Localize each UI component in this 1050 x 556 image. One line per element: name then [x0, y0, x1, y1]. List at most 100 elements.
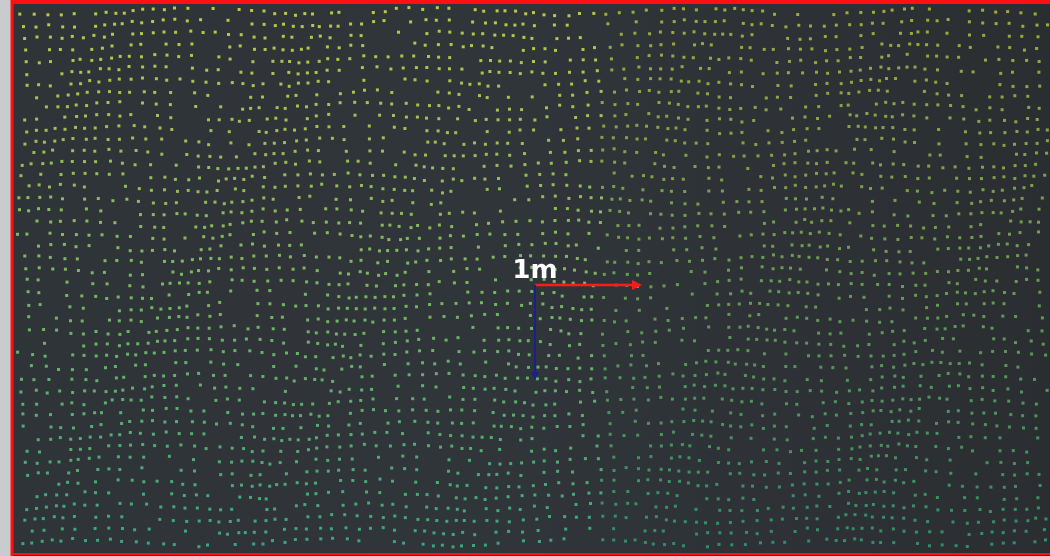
- point: [1003, 131, 1006, 134]
- point: [109, 538, 112, 541]
- point: [280, 439, 283, 442]
- point: [992, 375, 995, 378]
- point: [292, 403, 295, 406]
- point: [475, 223, 478, 226]
- point: [143, 90, 146, 93]
- point: [152, 213, 155, 216]
- point: [636, 44, 639, 47]
- point: [755, 338, 758, 341]
- point: [189, 30, 192, 33]
- point: [507, 530, 510, 533]
- point: [993, 176, 996, 179]
- point: [153, 444, 156, 447]
- point: [857, 355, 860, 358]
- point: [553, 14, 556, 17]
- point: [555, 242, 558, 245]
- point: [677, 90, 680, 93]
- point: [296, 450, 299, 453]
- point: [1001, 96, 1004, 99]
- point: [826, 460, 829, 463]
- point: [84, 490, 87, 493]
- point: [1027, 106, 1030, 109]
- point: [114, 390, 117, 393]
- point: [359, 399, 362, 402]
- point: [565, 390, 568, 393]
- point: [448, 212, 451, 215]
- point: [903, 329, 906, 332]
- point: [364, 295, 367, 298]
- point: [144, 138, 147, 141]
- point: [209, 361, 212, 364]
- point: [185, 520, 188, 523]
- point: [231, 484, 234, 487]
- point: [26, 278, 29, 281]
- point: [901, 285, 904, 288]
- point: [727, 462, 730, 465]
- point: [96, 468, 99, 471]
- point: [591, 391, 594, 394]
- point: [268, 463, 271, 466]
- point: [339, 101, 342, 104]
- point: [241, 423, 244, 426]
- point: [708, 445, 711, 448]
- point: [150, 297, 153, 300]
- point: [829, 318, 832, 321]
- point: [706, 545, 709, 548]
- point: [292, 25, 295, 28]
- point: [452, 167, 455, 170]
- point: [25, 233, 28, 236]
- point: [683, 225, 686, 228]
- point: [740, 400, 743, 403]
- point: [152, 8, 155, 11]
- point: [610, 198, 613, 201]
- point: [936, 44, 939, 47]
- point: [400, 55, 403, 58]
- point: [687, 118, 690, 121]
- point: [881, 331, 884, 334]
- point: [541, 220, 544, 223]
- point: [207, 143, 210, 146]
- point: [36, 36, 39, 39]
- point: [899, 272, 902, 275]
- point: [956, 190, 959, 193]
- point: [139, 225, 142, 228]
- point: [412, 55, 415, 58]
- point: [642, 174, 645, 177]
- point: [623, 162, 626, 165]
- point: [874, 491, 877, 494]
- point: [833, 171, 836, 174]
- point: [71, 368, 74, 371]
- point: [272, 427, 275, 430]
- point: [403, 189, 406, 192]
- point: [209, 519, 212, 522]
- point: [359, 353, 362, 356]
- point: [1004, 364, 1007, 367]
- point: [496, 142, 499, 145]
- point: [83, 389, 86, 392]
- point: [869, 78, 872, 81]
- point: [612, 185, 615, 188]
- point: [652, 543, 655, 546]
- point: [582, 423, 585, 426]
- point: [554, 449, 557, 452]
- point: [95, 330, 98, 333]
- point: [886, 90, 889, 93]
- point: [403, 467, 406, 470]
- point: [288, 438, 291, 441]
- point: [810, 47, 813, 50]
- point: [173, 374, 176, 377]
- point: [986, 461, 989, 464]
- point: [820, 379, 823, 382]
- point: [765, 486, 768, 489]
- point: [1003, 486, 1006, 489]
- point: [476, 233, 479, 236]
- point: [1001, 108, 1004, 111]
- point: [410, 226, 413, 229]
- point: [35, 414, 38, 417]
- point: [964, 291, 967, 294]
- point: [871, 224, 874, 227]
- point: [609, 46, 612, 49]
- point: [219, 508, 222, 511]
- point: [927, 165, 930, 168]
- point: [117, 68, 120, 71]
